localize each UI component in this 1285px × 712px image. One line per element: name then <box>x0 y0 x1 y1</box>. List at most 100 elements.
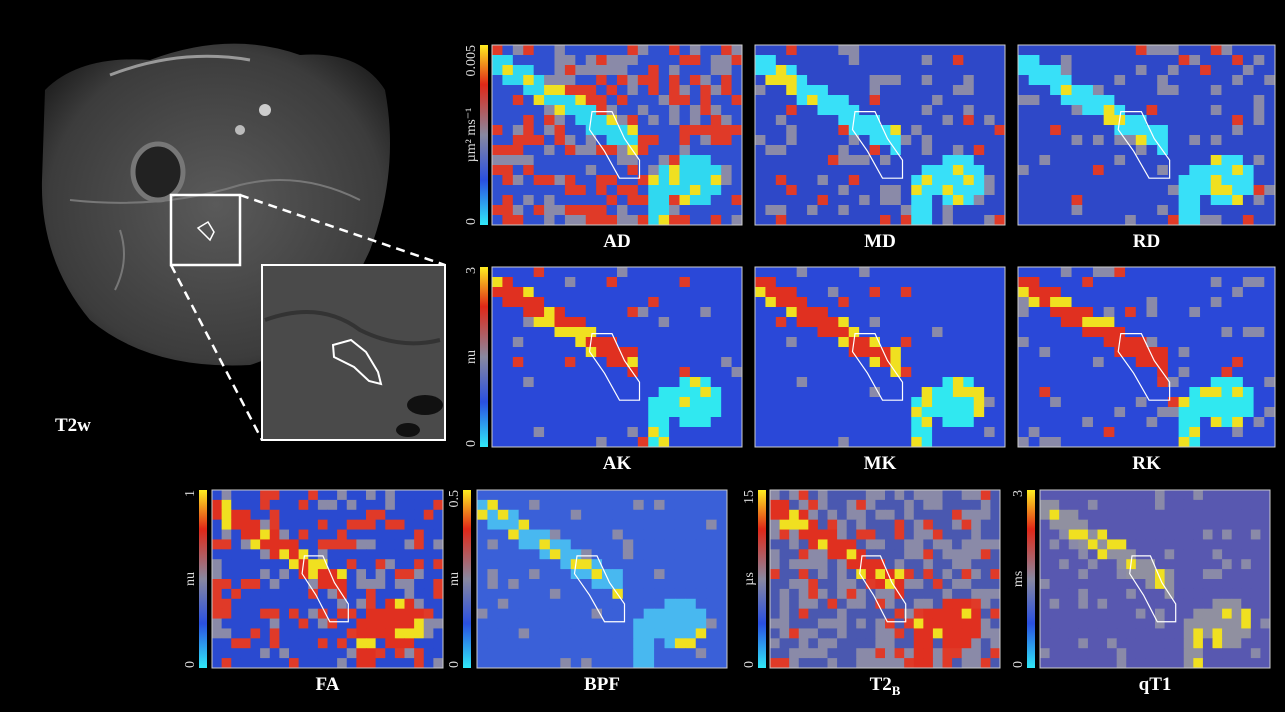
map-pixel <box>1018 437 1029 448</box>
map-pixel <box>995 307 1006 318</box>
map-pixel <box>885 530 895 540</box>
map-pixel <box>433 490 443 500</box>
map-pixel <box>627 75 638 86</box>
map-pixel <box>1072 377 1083 388</box>
map-pixel <box>433 648 443 658</box>
map-pixel <box>1039 65 1050 76</box>
map-pixel <box>596 267 607 278</box>
map-pixel <box>1107 599 1117 609</box>
map-pixel <box>974 337 985 348</box>
map-pixel <box>732 155 743 166</box>
map-pixel <box>231 500 241 510</box>
map-pixel <box>251 648 261 658</box>
map-pixel <box>870 317 881 328</box>
map-pixel <box>523 155 534 166</box>
map-pixel <box>847 579 857 589</box>
map-pixel <box>596 277 607 288</box>
map-pixel <box>818 327 829 338</box>
map-pixel <box>540 619 551 629</box>
map-pixel <box>1254 75 1265 86</box>
map-pixel <box>780 569 790 579</box>
map-pixel <box>1145 579 1155 589</box>
map-pixel <box>592 579 603 589</box>
map-pixel <box>1040 539 1050 549</box>
map-pixel <box>711 397 722 408</box>
map-pixel <box>963 367 974 378</box>
map-pixel <box>251 658 261 668</box>
map-pixel <box>953 387 964 398</box>
map-pixel <box>644 549 655 559</box>
map-pixel <box>366 589 376 599</box>
map-pixel <box>828 559 838 569</box>
map-pixel <box>1232 619 1242 629</box>
map-pixel <box>1243 347 1254 358</box>
map-pixel <box>1125 175 1136 186</box>
map-pixel <box>885 520 895 530</box>
map-pixel <box>933 500 943 510</box>
map-pixel <box>586 125 597 136</box>
map-pixel <box>1211 347 1222 358</box>
map-pixel <box>550 628 561 638</box>
map-pixel <box>222 539 232 549</box>
map-pixel <box>565 357 576 368</box>
map-pixel <box>1221 155 1232 166</box>
map-pixel <box>685 609 696 619</box>
map-pixel <box>690 327 701 338</box>
map-pixel <box>1029 125 1040 136</box>
map-pixel <box>818 539 828 549</box>
map-pixel <box>231 648 241 658</box>
map-pixel <box>1147 55 1158 66</box>
map-pixel <box>943 628 953 638</box>
map-pixel <box>612 569 623 579</box>
map-pixel <box>1193 549 1203 559</box>
map-pixel <box>1157 427 1168 438</box>
map-pixel <box>1179 125 1190 136</box>
map-pixel <box>565 115 576 126</box>
map-pixel <box>1264 105 1275 116</box>
map-pixel <box>1232 75 1243 86</box>
map-pixel <box>807 135 818 146</box>
map-pixel <box>1200 165 1211 176</box>
map-pixel <box>1189 377 1200 388</box>
map-pixel <box>1117 520 1127 530</box>
map-pixel <box>890 115 901 126</box>
map-pixel <box>424 609 434 619</box>
map-pixel <box>1203 520 1213 530</box>
map-pixel <box>1211 277 1222 288</box>
map-pixel <box>717 589 728 599</box>
map-pixel <box>231 599 241 609</box>
map-pixel <box>544 397 555 408</box>
map-pixel <box>880 165 891 176</box>
map-pixel <box>513 297 524 308</box>
map-pixel <box>1082 327 1093 338</box>
map-pixel <box>555 125 566 136</box>
map-pixel <box>1260 619 1270 629</box>
map-pixel <box>502 297 513 308</box>
map-pixel <box>711 185 722 196</box>
map-pixel <box>1221 145 1232 156</box>
map-pixel <box>279 569 289 579</box>
map-pixel <box>1093 297 1104 308</box>
map-pixel <box>981 510 991 520</box>
map-pixel <box>1050 397 1061 408</box>
map-pixel <box>1114 145 1125 156</box>
map-pixel <box>433 589 443 599</box>
map-pixel <box>596 337 607 348</box>
map-pixel <box>786 377 797 388</box>
map-pixel <box>943 357 954 368</box>
map-pixel <box>644 589 655 599</box>
map-pixel <box>943 638 953 648</box>
map-pixel <box>789 539 799 549</box>
map-pixel <box>995 175 1006 186</box>
map-pixel <box>786 287 797 298</box>
map-pixel <box>1213 579 1223 589</box>
map-pixel <box>659 417 670 428</box>
map-pixel <box>241 628 251 638</box>
map-pixel <box>260 569 270 579</box>
map-pixel <box>890 297 901 308</box>
map-pixel <box>711 105 722 116</box>
map-pixel <box>1069 599 1079 609</box>
map-pixel <box>492 125 503 136</box>
map-pixel <box>1107 579 1117 589</box>
map-pixel <box>627 297 638 308</box>
